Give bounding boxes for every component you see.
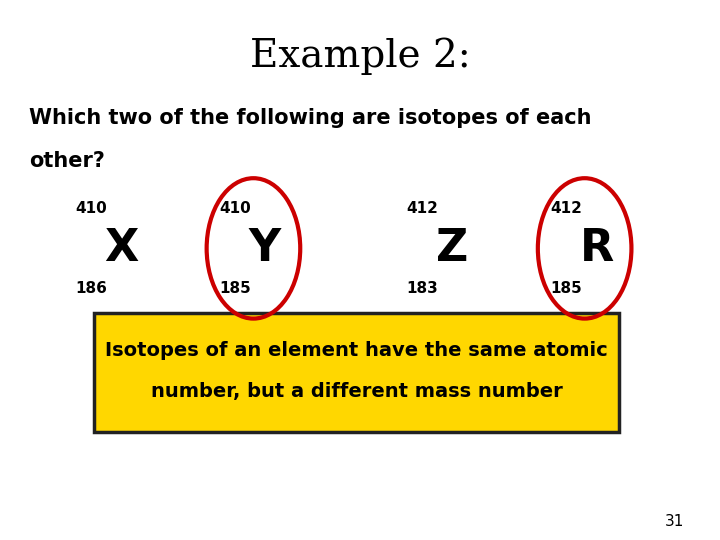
Text: 185: 185: [220, 281, 251, 296]
Text: 410: 410: [220, 201, 251, 216]
Text: 185: 185: [551, 281, 582, 296]
Text: 412: 412: [551, 201, 582, 216]
Text: 183: 183: [407, 281, 438, 296]
Text: 412: 412: [407, 201, 438, 216]
FancyBboxPatch shape: [94, 313, 619, 432]
Text: R: R: [580, 227, 614, 270]
Text: 31: 31: [665, 514, 684, 529]
Text: 410: 410: [76, 201, 107, 216]
Text: Which two of the following are isotopes of each: Which two of the following are isotopes …: [29, 108, 591, 128]
Text: X: X: [104, 227, 139, 270]
Text: Example 2:: Example 2:: [250, 38, 470, 75]
Text: Isotopes of an element have the same atomic: Isotopes of an element have the same ato…: [105, 341, 608, 361]
Text: number, but a different mass number: number, but a different mass number: [150, 382, 562, 401]
Text: Z: Z: [436, 227, 468, 270]
Text: other?: other?: [29, 151, 104, 171]
Text: Y: Y: [248, 227, 281, 270]
Text: 186: 186: [76, 281, 107, 296]
